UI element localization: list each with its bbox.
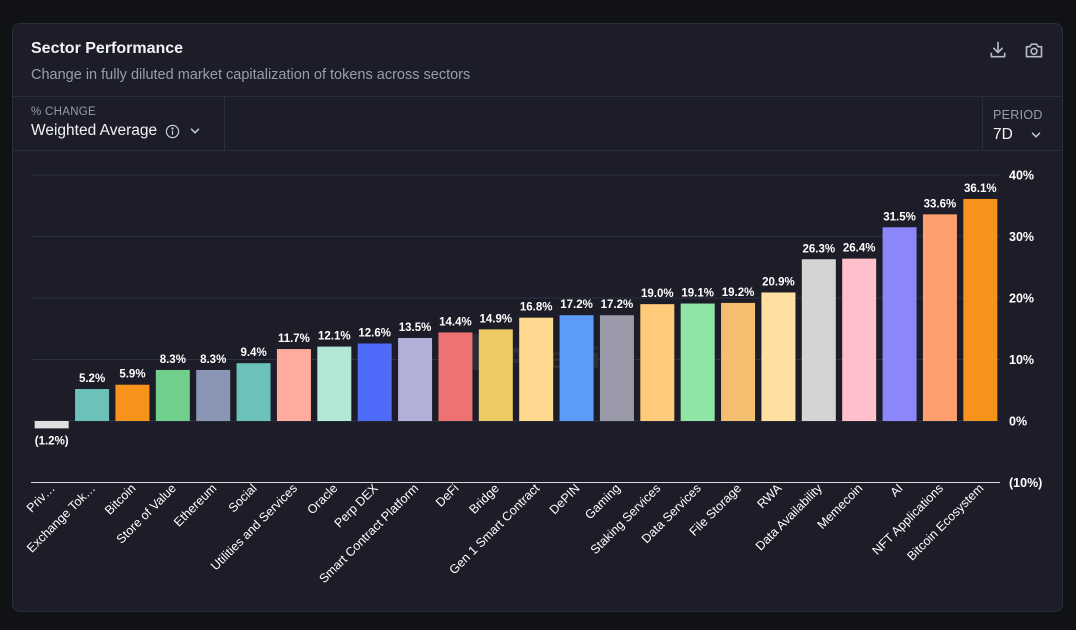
metric-value: Weighted Average: [31, 122, 158, 139]
value-label: 19.1%: [681, 288, 714, 300]
bar-6[interactable]: [276, 349, 311, 421]
bar-23[interactable]: [963, 198, 998, 421]
bar-17[interactable]: [721, 302, 756, 421]
bar-8[interactable]: [357, 343, 392, 421]
value-label: 19.0%: [641, 288, 674, 300]
value-label: 20.9%: [762, 276, 795, 288]
value-label: 9.4%: [240, 347, 266, 359]
x-tick-label: Bitcoin: [102, 481, 138, 517]
x-tick-label: Priv…: [24, 481, 58, 515]
x-tick-label: NFT Applications: [870, 481, 947, 558]
bar-4[interactable]: [196, 369, 231, 421]
value-label: 11.7%: [278, 333, 310, 345]
chart-subtitle: Change in fully diluted market capitaliz…: [31, 67, 471, 83]
value-label: 8.3%: [200, 354, 226, 366]
bar-22[interactable]: [922, 214, 957, 421]
bar-19[interactable]: [801, 259, 836, 421]
x-tick-label: DePIN: [547, 481, 583, 517]
value-label: 8.3%: [160, 354, 186, 366]
chevron-down-icon: [190, 128, 200, 134]
x-tick-label: RWA: [755, 481, 786, 512]
bar-chart: Artemis40%30%20%10%0%(10%)(1.2%)Priv…5.2…: [24, 169, 1042, 586]
y-tick-label: 10%: [1009, 353, 1034, 367]
bar-21[interactable]: [882, 227, 917, 421]
bar-9[interactable]: [398, 337, 433, 421]
y-tick-label: 20%: [1009, 292, 1034, 306]
value-label: (1.2%): [35, 435, 69, 447]
value-label: 12.1%: [318, 331, 351, 343]
bar-11[interactable]: [478, 329, 513, 421]
camera-icon: [1025, 43, 1043, 58]
value-label: 13.5%: [399, 322, 432, 334]
value-label: 12.6%: [358, 328, 391, 340]
value-label: 17.2%: [560, 299, 593, 311]
value-label: 14.9%: [480, 313, 513, 325]
sector-performance-card: Sector Performance Change in fully dilut…: [12, 23, 1063, 612]
chart-title: Sector Performance: [31, 40, 184, 57]
chart-controls: % CHANGE Weighted Average PERIOD 7D: [13, 96, 1062, 151]
period-label: PERIOD: [993, 108, 1043, 122]
x-tick-label: Oracle: [304, 481, 340, 517]
value-label: 26.4%: [843, 243, 876, 255]
bar-13[interactable]: [559, 315, 594, 421]
y-tick-label: 0%: [1009, 415, 1027, 429]
x-tick-label: Social: [226, 481, 260, 515]
bar-0[interactable]: [34, 421, 69, 429]
x-tick-label: Bridge: [466, 481, 501, 516]
x-tick-label: Exchange Tok…: [24, 481, 98, 555]
bar-7[interactable]: [317, 346, 352, 421]
bar-10[interactable]: [438, 332, 473, 421]
x-tick-label: Gaming: [582, 481, 623, 522]
info-icon[interactable]: [165, 124, 180, 139]
y-tick-label: 30%: [1009, 230, 1034, 244]
value-label: 33.6%: [924, 198, 957, 210]
value-label: 16.8%: [520, 302, 553, 314]
download-button[interactable]: [986, 38, 1010, 62]
value-label: 5.9%: [119, 369, 145, 381]
metric-label: % CHANGE: [31, 106, 97, 118]
value-label: 26.3%: [803, 243, 836, 255]
value-label: 14.4%: [439, 316, 472, 328]
value-label: 17.2%: [601, 299, 634, 311]
x-tick-label: AI: [887, 481, 905, 499]
x-tick-label: DeFi: [433, 481, 462, 510]
metric-selector[interactable]: % CHANGE Weighted Average: [13, 97, 225, 150]
bar-20[interactable]: [842, 258, 877, 421]
bar-14[interactable]: [599, 315, 634, 421]
bar-12[interactable]: [519, 317, 554, 421]
period-selector[interactable]: PERIOD 7D: [982, 97, 1062, 150]
download-icon: [990, 41, 1006, 58]
chevron-down-icon: [1031, 132, 1041, 138]
value-label: 31.5%: [883, 211, 916, 223]
bar-18[interactable]: [761, 292, 796, 421]
bar-2[interactable]: [115, 384, 150, 421]
y-tick-label: 40%: [1009, 169, 1034, 183]
period-value: 7D: [993, 126, 1013, 143]
x-tick-label: Staking Services: [588, 481, 664, 557]
bar-1[interactable]: [75, 389, 110, 421]
bar-3[interactable]: [155, 369, 190, 421]
bar-5[interactable]: [236, 363, 271, 421]
x-tick-label: Ethereum: [171, 481, 219, 529]
bar-15[interactable]: [640, 304, 675, 421]
value-label: 36.1%: [964, 183, 997, 195]
value-label: 19.2%: [722, 287, 755, 299]
value-label: 5.2%: [79, 373, 105, 385]
bar-16[interactable]: [680, 303, 715, 421]
x-tick-label: Bitcoin Ecosystem: [904, 481, 986, 563]
y-tick-label: (10%): [1009, 476, 1042, 490]
screenshot-button[interactable]: [1022, 38, 1046, 62]
